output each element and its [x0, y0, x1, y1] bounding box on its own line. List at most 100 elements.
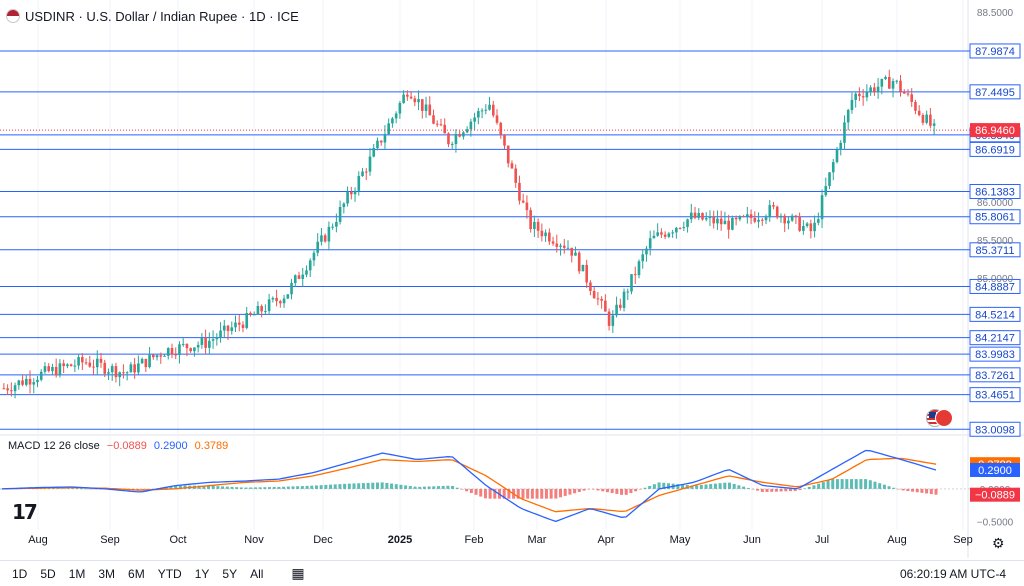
candle-body [488, 104, 491, 110]
candle-body [297, 275, 301, 279]
x-tick-label: Sep [953, 534, 973, 546]
macd-value-badge [970, 462, 1020, 477]
candle-body [383, 134, 387, 143]
candle-body [854, 93, 857, 100]
macd-hist-bar [756, 488, 760, 491]
candle-body [906, 93, 910, 95]
candle-body [140, 358, 144, 364]
candle-body [633, 274, 637, 276]
macd-hist-bar [821, 482, 825, 489]
candle-body [753, 217, 757, 222]
macd-hist-bar [451, 485, 455, 489]
timeframe-ytd[interactable]: YTD [157, 566, 182, 581]
timeframe-1y[interactable]: 1Y [194, 566, 210, 581]
candle-body [544, 232, 547, 237]
macd-hist-bar [882, 484, 886, 489]
macd-legend: MACD 12 26 close −0.0889 0.2900 0.3789 [8, 440, 228, 452]
candle-body [267, 299, 271, 312]
macd-hist-bar [723, 482, 727, 489]
candle-body [357, 176, 361, 191]
macd-hist-bar [352, 483, 356, 489]
level-badge-text: 86.1383 [975, 186, 1015, 198]
settings-gear-icon[interactable]: ⚙ [992, 535, 1005, 551]
macd-hist-bar [859, 479, 863, 489]
macd-hist-bar [718, 483, 722, 489]
macd-hist-bar [70, 488, 74, 489]
macd-hist-bar [56, 488, 60, 489]
candle-body [129, 364, 133, 373]
macd-label: MACD 12 26 close [8, 440, 100, 452]
candle-body [193, 347, 196, 352]
candle-body [350, 192, 353, 195]
macd-hist-bar [873, 481, 877, 489]
go-to-date-icon[interactable]: ▦ [291, 565, 305, 581]
level-badge [969, 330, 1021, 346]
candle-body [215, 337, 219, 340]
macd-hist-bar [375, 482, 379, 489]
event-marker-icon[interactable] [935, 409, 953, 427]
macd-hist-bar [80, 488, 84, 490]
timeframe-6m[interactable]: 6M [128, 566, 145, 581]
timeframe-3m[interactable]: 3M [98, 566, 116, 581]
candle-body [645, 248, 648, 255]
candle-body [17, 380, 21, 386]
level-badge [969, 387, 1021, 403]
candle-body [211, 339, 215, 341]
macd-hist-bar [812, 485, 816, 489]
timeframe-1m[interactable]: 1M [68, 566, 86, 581]
macd-hist-bar [835, 479, 839, 489]
candle-body [62, 363, 65, 367]
level-badge [969, 306, 1021, 322]
candle-body [671, 232, 674, 234]
macd-hist-bar [789, 488, 793, 492]
candle-body [749, 214, 753, 218]
timeframe-all[interactable]: All [250, 566, 264, 581]
timeframe-5y[interactable]: 5Y [222, 566, 238, 581]
candle-body [118, 372, 121, 378]
macd-hist-bar [868, 480, 872, 489]
macd-hist-bar [573, 488, 577, 494]
candle-body [802, 226, 805, 231]
candle-body [462, 132, 465, 137]
macd-hist-value: −0.0889 [106, 440, 147, 452]
candle-body [189, 348, 192, 352]
candle-body [663, 234, 667, 237]
macd-hist-bar [587, 488, 591, 490]
candle-body [435, 123, 439, 125]
macd-hist-bar [408, 486, 412, 489]
candle-body [454, 134, 458, 145]
macd-hist-bar [390, 483, 394, 489]
macd-hist-bar [544, 488, 548, 499]
macd-hist-bar [690, 485, 694, 489]
macd-hist-bar [850, 479, 854, 489]
macd-hist-bar [901, 488, 905, 491]
macd-hist-bar [803, 488, 807, 489]
candle-body [54, 366, 58, 376]
candle-body [376, 140, 379, 149]
macd-hist-bar [920, 488, 924, 493]
timeframe-1d[interactable]: 1D [12, 566, 28, 581]
macd-hist-bar [526, 488, 530, 499]
macd-hist-bar [310, 485, 314, 489]
macd-hist-bar [404, 485, 408, 489]
macd-signal-line [1, 457, 937, 513]
candle-body [275, 297, 278, 302]
candle-body [484, 109, 488, 111]
macd-hist-bar [662, 482, 666, 489]
tradingview-logo-icon[interactable]: 17 [12, 500, 38, 524]
candle-body [880, 78, 884, 87]
macd-hist-bar [605, 488, 609, 493]
candle-body [323, 235, 327, 242]
candle-body [185, 343, 189, 349]
candle-body [24, 378, 28, 385]
candle-body [137, 363, 140, 373]
candle-body [36, 379, 39, 383]
macd-hist-bar [596, 488, 600, 491]
timeframe-5d[interactable]: 5D [40, 566, 56, 581]
candle-body [742, 216, 745, 218]
macd-hist-bar [896, 488, 900, 490]
macd-hist-bar [657, 482, 661, 489]
candle-body [768, 205, 772, 218]
price-chart-svg: Aug Sep Oct Nov Dec 2025 Feb Mar Apr May Jun Jul Aug… [0, 0, 1024, 558]
